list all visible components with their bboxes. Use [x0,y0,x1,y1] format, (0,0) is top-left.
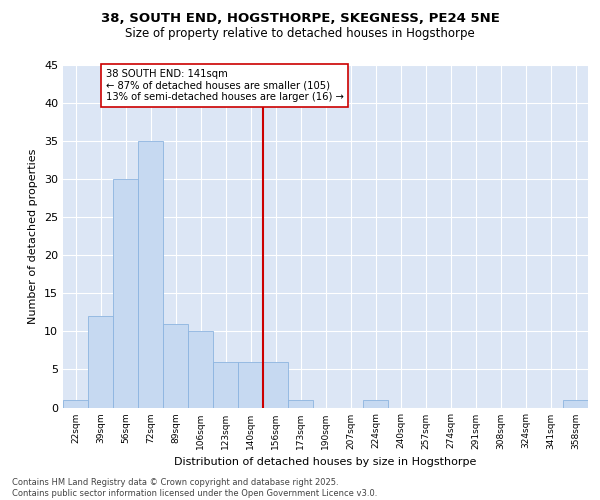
X-axis label: Distribution of detached houses by size in Hogsthorpe: Distribution of detached houses by size … [175,457,476,467]
Bar [88,316,113,408]
Text: 38, SOUTH END, HOGSTHORPE, SKEGNESS, PE24 5NE: 38, SOUTH END, HOGSTHORPE, SKEGNESS, PE2… [101,12,499,26]
Text: Contains HM Land Registry data © Crown copyright and database right 2025.
Contai: Contains HM Land Registry data © Crown c… [12,478,377,498]
Bar [113,179,138,408]
Bar [238,362,263,408]
Bar [138,141,163,407]
Y-axis label: Number of detached properties: Number of detached properties [28,148,38,324]
Bar [163,324,188,407]
Bar [288,400,313,407]
Text: 38 SOUTH END: 141sqm
← 87% of detached houses are smaller (105)
13% of semi-deta: 38 SOUTH END: 141sqm ← 87% of detached h… [106,69,343,102]
Text: Size of property relative to detached houses in Hogsthorpe: Size of property relative to detached ho… [125,28,475,40]
Bar [188,332,213,407]
Bar [363,400,388,407]
Bar [63,400,88,407]
Bar [263,362,288,408]
Bar [563,400,588,407]
Bar [213,362,238,408]
